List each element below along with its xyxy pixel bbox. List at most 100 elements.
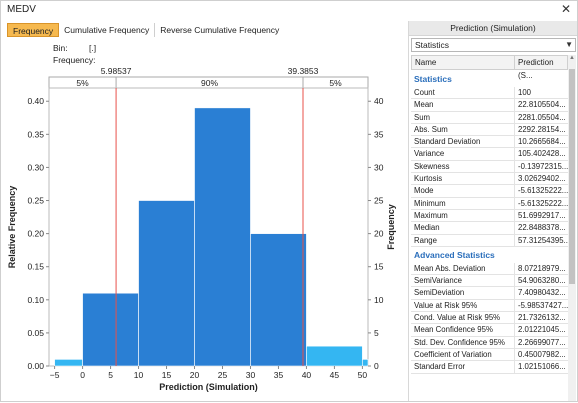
table-row[interactable]: Skewness -0.13972315... bbox=[411, 160, 568, 174]
stat-value: 22.8105504... bbox=[518, 100, 566, 110]
y2-tick-label: 0 bbox=[374, 361, 379, 371]
stat-value: 2.26699077... bbox=[518, 337, 566, 347]
table-header: Name Prediction (S... bbox=[411, 55, 568, 80]
frequency-label: Frequency: bbox=[53, 55, 96, 65]
stat-name: Mean Confidence 95% bbox=[411, 324, 515, 336]
tab-frequency[interactable]: Frequency bbox=[7, 23, 60, 37]
x-tick-label: 40 bbox=[302, 370, 312, 380]
table-row[interactable]: Mode -5.61325222... bbox=[411, 185, 568, 198]
y-tick-label: 0.25 bbox=[27, 196, 44, 206]
section-header: Advanced Statistics bbox=[414, 249, 495, 260]
stat-value: 54.9063280... bbox=[518, 276, 566, 286]
table-row[interactable]: Range 57.31254395... bbox=[411, 234, 568, 247]
stat-value: 2281.05504... bbox=[518, 112, 566, 122]
stat-value: -5.61325222... bbox=[518, 186, 568, 196]
table-row[interactable]: SemiDeviation 7.40980432... bbox=[411, 287, 568, 300]
stat-value: 21.7326132... bbox=[518, 313, 566, 323]
y2-tick-label: 20 bbox=[374, 229, 384, 239]
marker-value-label: 5.98537 bbox=[101, 66, 132, 76]
stat-name: Kurtosis bbox=[411, 173, 515, 185]
column-header-value[interactable]: Prediction (S... bbox=[518, 58, 554, 80]
column-header-name[interactable]: Name bbox=[412, 56, 515, 69]
close-icon[interactable]: ✕ bbox=[560, 2, 571, 16]
table-row[interactable]: Maximum 51.6992917... bbox=[411, 209, 568, 223]
y-tick-label: 0.00 bbox=[27, 361, 44, 371]
stat-value: 22.8488378... bbox=[518, 223, 566, 233]
stat-value: 3.02629402... bbox=[518, 174, 566, 184]
stat-value: 105.402428... bbox=[518, 149, 566, 159]
statistics-panel: Prediction (Simulation) Statistics ▼ Nam… bbox=[408, 21, 577, 401]
statistics-dropdown[interactable]: Statistics ▼ bbox=[411, 38, 576, 52]
table-row[interactable]: Minimum -5.61325222... bbox=[411, 197, 568, 210]
y2-tick-label: 25 bbox=[374, 196, 384, 206]
table-row[interactable]: Abs. Sum 2292.28154... bbox=[411, 123, 568, 137]
x-tick-label: 5 bbox=[108, 370, 113, 380]
scrollbar-thumb[interactable] bbox=[569, 69, 575, 284]
stat-name: Std. Dev. Confidence 95% bbox=[411, 336, 515, 348]
stat-name: Range bbox=[411, 234, 515, 246]
band-label: 5% bbox=[329, 78, 342, 88]
histogram-bar bbox=[138, 200, 195, 367]
table-row[interactable]: Count 100 bbox=[411, 87, 568, 100]
dropdown-value: Statistics bbox=[415, 40, 450, 50]
stat-name: Coefficient of Variation bbox=[411, 348, 515, 361]
stat-name: Abs. Sum bbox=[411, 123, 515, 136]
stat-value: 2.01221045... bbox=[518, 325, 566, 335]
stat-value: 51.6992917... bbox=[518, 210, 566, 220]
table-row[interactable]: Variance 105.402428... bbox=[411, 148, 568, 161]
stat-value: 100 bbox=[518, 88, 532, 97]
stat-value: 7.40980432... bbox=[518, 288, 566, 298]
table-row[interactable]: Standard Deviation 10.2665684... bbox=[411, 136, 568, 149]
stat-name: Cond. Value at Risk 95% bbox=[411, 312, 515, 324]
table-row[interactable]: Coefficient of Variation 0.45007982... bbox=[411, 348, 568, 362]
table-row[interactable]: SemiVariance 54.9063280... bbox=[411, 275, 568, 288]
stat-value: -5.61325222... bbox=[518, 198, 568, 208]
band-label: 90% bbox=[201, 78, 218, 88]
stat-name: Value at Risk 95% bbox=[411, 299, 515, 312]
y-tick-label: 0.30 bbox=[27, 162, 44, 172]
x-axis-label: Prediction (Simulation) bbox=[159, 382, 258, 392]
table-row[interactable]: Value at Risk 95% -5.98537427... bbox=[411, 299, 568, 313]
stat-name: Mean Abs. Deviation bbox=[411, 262, 515, 275]
table-row[interactable]: Mean 22.8105504... bbox=[411, 99, 568, 112]
panel-header: Prediction (Simulation) bbox=[409, 21, 577, 36]
tab-reverse-cumulative-frequency[interactable]: Reverse Cumulative Frequency bbox=[160, 25, 280, 35]
histogram-bar bbox=[54, 359, 83, 367]
histogram-bar bbox=[250, 233, 307, 367]
table-row[interactable]: Mean Confidence 95% 2.01221045... bbox=[411, 324, 568, 337]
table-row[interactable]: Standard Error 1.02151066... bbox=[411, 361, 568, 374]
x-tick-label: 35 bbox=[274, 370, 284, 380]
y-tick-label: 0.05 bbox=[27, 328, 44, 338]
stat-value: 8.07218979... bbox=[518, 263, 566, 273]
x-tick-label: 30 bbox=[246, 370, 256, 380]
y2-tick-label: 15 bbox=[374, 262, 384, 272]
stat-name: Mean bbox=[411, 99, 515, 111]
stat-name: Maximum bbox=[411, 209, 515, 222]
table-row[interactable]: Std. Dev. Confidence 95% 2.26699077... bbox=[411, 336, 568, 349]
tab-cumulative-frequency[interactable]: Cumulative Frequency bbox=[59, 23, 156, 37]
x-tick-label: 10 bbox=[134, 370, 144, 380]
table-row[interactable]: Mean Abs. Deviation 8.07218979... bbox=[411, 262, 568, 276]
chevron-down-icon: ▼ bbox=[565, 40, 573, 49]
histogram-chart: 5% 90% 5% 5.98537 39.3853 0.00 0.05 0.10 0.15 0.2… bbox=[7, 66, 396, 392]
table-row[interactable]: Median 22.8488378... bbox=[411, 222, 568, 235]
y-tick-label: 0.10 bbox=[27, 295, 44, 305]
stat-value: -5.98537427... bbox=[518, 300, 568, 310]
x-tick-label: 20 bbox=[190, 370, 200, 380]
window-title: MEDV bbox=[7, 4, 36, 15]
stat-value: 0.45007982... bbox=[518, 349, 566, 359]
bin-value: [.] bbox=[89, 43, 97, 53]
histogram-bar bbox=[306, 345, 363, 367]
table-scrollbar[interactable]: ▲ bbox=[568, 55, 576, 401]
table-row[interactable]: Sum 2281.05504... bbox=[411, 111, 568, 124]
scroll-up-icon[interactable]: ▲ bbox=[569, 55, 575, 61]
x-tick-label: 15 bbox=[162, 370, 172, 380]
y-tick-label: 0.15 bbox=[27, 262, 44, 272]
table-row[interactable]: Cond. Value at Risk 95% 21.7326132... bbox=[411, 312, 568, 325]
marker-value-label: 39.3853 bbox=[288, 66, 319, 76]
y-tick-label: 0.40 bbox=[27, 96, 44, 106]
stat-name: Standard Error bbox=[411, 361, 515, 373]
x-tick-label: 0 bbox=[80, 370, 85, 380]
table-row[interactable]: Kurtosis 3.02629402... bbox=[411, 173, 568, 186]
